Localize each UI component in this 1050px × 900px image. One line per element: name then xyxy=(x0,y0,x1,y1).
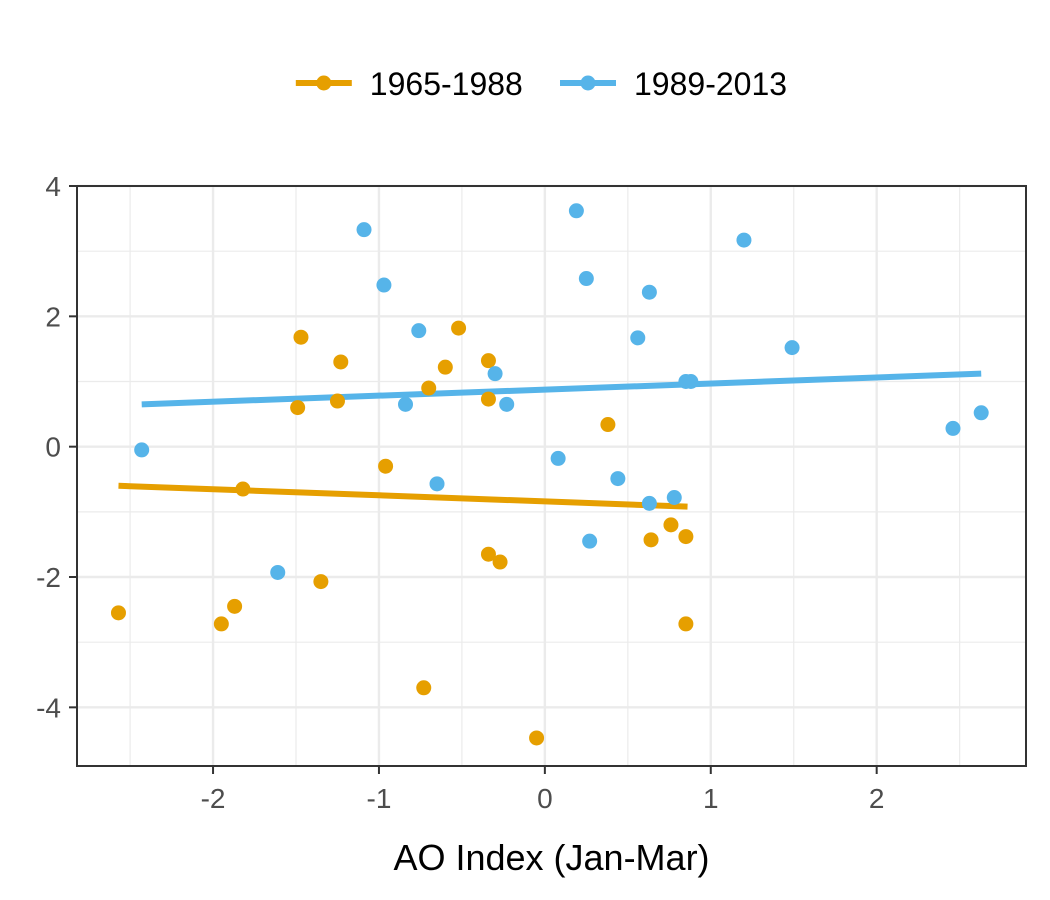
grid-minor xyxy=(77,186,1026,766)
data-point xyxy=(641,495,657,511)
data-point xyxy=(487,366,503,382)
data-point xyxy=(663,517,679,533)
trend-line xyxy=(141,370,982,408)
y-tick-label: -2 xyxy=(36,562,61,593)
data-point xyxy=(492,554,508,570)
legend-key-point xyxy=(580,75,596,91)
data-point xyxy=(313,574,329,590)
x-tick-label: 0 xyxy=(537,783,553,814)
x-tick-label: 2 xyxy=(869,783,885,814)
data-point xyxy=(666,490,682,506)
y-axis: -4 -2 0 2 4 xyxy=(36,171,77,723)
data-point xyxy=(582,533,598,549)
data-point xyxy=(290,400,306,416)
data-point xyxy=(678,616,694,632)
legend-label: 1965-1988 xyxy=(370,66,523,102)
trend-line xyxy=(118,482,688,510)
data-point xyxy=(784,340,800,356)
data-point xyxy=(499,396,515,412)
data-point xyxy=(376,277,392,293)
x-axis: -2 -1 0 1 2 xyxy=(201,766,885,814)
legend-label: 1989-2013 xyxy=(634,66,787,102)
data-point xyxy=(429,476,445,492)
data-points xyxy=(110,203,989,746)
data-point xyxy=(329,393,345,409)
plot-border xyxy=(76,185,1027,767)
data-point xyxy=(630,330,646,346)
data-point xyxy=(610,471,626,487)
data-point xyxy=(578,271,594,287)
data-point xyxy=(600,417,616,433)
data-point xyxy=(134,442,150,458)
y-tick-label: 4 xyxy=(45,171,61,202)
data-point xyxy=(683,374,699,390)
data-point xyxy=(416,680,432,696)
plot-panel xyxy=(77,186,1026,766)
y-tick-label: 0 xyxy=(45,432,61,463)
data-point xyxy=(480,391,496,407)
data-point xyxy=(529,730,545,746)
data-point xyxy=(973,405,989,421)
y-tick-label: 2 xyxy=(45,301,61,332)
data-point xyxy=(641,284,657,300)
x-tick-label: -2 xyxy=(201,783,226,814)
data-point xyxy=(480,353,496,369)
data-point xyxy=(736,232,752,248)
data-point xyxy=(110,605,126,621)
legend-key-point xyxy=(316,75,332,91)
data-point xyxy=(451,320,467,336)
data-point xyxy=(945,420,961,436)
data-point xyxy=(411,323,427,339)
data-point xyxy=(378,458,394,474)
data-point xyxy=(235,481,251,497)
data-point xyxy=(568,203,584,219)
x-tick-label: -1 xyxy=(367,783,392,814)
data-point xyxy=(480,546,496,562)
data-point xyxy=(398,396,413,412)
data-point xyxy=(437,359,453,375)
data-point xyxy=(643,532,659,548)
y-tick-label: -4 xyxy=(36,692,61,723)
x-tick-label: 1 xyxy=(703,783,719,814)
data-point xyxy=(213,616,229,632)
data-point xyxy=(333,354,349,370)
data-point xyxy=(270,564,286,580)
legend: 1965-1988 1989-2013 xyxy=(295,66,787,102)
data-point xyxy=(356,222,372,238)
data-point xyxy=(678,529,694,545)
data-point xyxy=(227,598,243,614)
data-point xyxy=(421,380,437,396)
data-point xyxy=(293,329,309,345)
trend-lines xyxy=(118,370,982,510)
x-axis-title: AO Index (Jan-Mar) xyxy=(393,837,709,878)
data-point xyxy=(550,450,566,466)
